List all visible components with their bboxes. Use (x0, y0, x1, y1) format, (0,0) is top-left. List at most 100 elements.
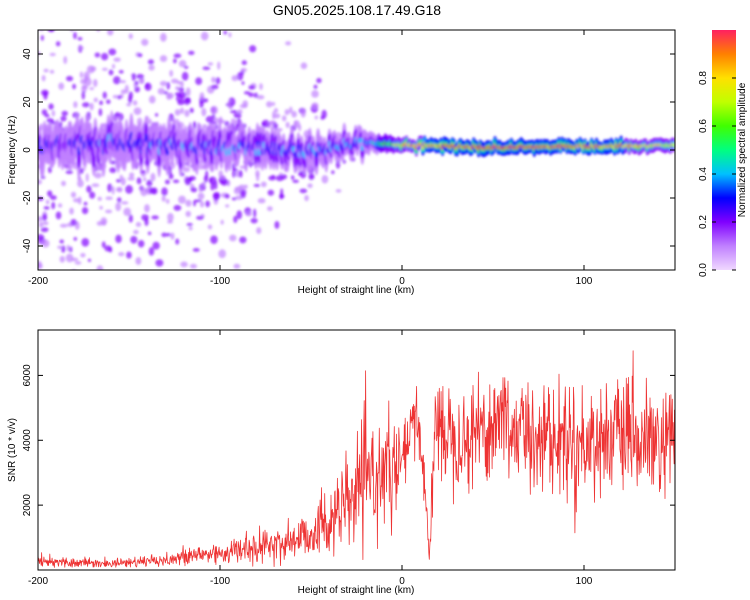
spectrogram-noise-cell (82, 85, 89, 90)
spectrogram-noise-cell (218, 170, 224, 178)
spectrogram-noise-cell (185, 87, 191, 97)
spectrogram-noise-cell (40, 89, 49, 96)
spectrogram-noise-cell (180, 80, 184, 88)
spectrogram-noise-cell (94, 172, 102, 179)
spectrogram-noise-cell (253, 92, 259, 98)
spectrogram-noise-cell (123, 207, 132, 217)
spectrogram-noise-cell (38, 216, 43, 222)
spectrogram-noise-cell (115, 292, 123, 296)
spectrogram-noise-cell (313, 84, 318, 90)
spectrogram-noise-cell (63, 56, 68, 65)
spectrogram-noise-cell (37, 11, 44, 17)
spectrogram-noise-cell (241, 60, 247, 66)
spectrogram-noise-cell (126, 251, 132, 259)
spectrogram-noise-cell (61, 110, 68, 117)
spectrogram-noise-cell (178, 59, 187, 68)
snr-background (38, 330, 675, 570)
spectrogram-noise-cell (40, 175, 46, 179)
spectrogram-noise-cell (240, 189, 246, 199)
snr-frame (37, 329, 676, 571)
spectrogram-noise-cell (184, 109, 190, 118)
spectrogram-noise-cell (210, 182, 215, 191)
spectrogram-noise-cell (70, 0, 75, 4)
spectrogram-noise-cell (133, 107, 142, 115)
spectrogram-noise-cell (109, 160, 117, 165)
spectrogram-noise-cell (297, 171, 302, 176)
spectrogram-noise-cell (101, 67, 108, 71)
spectrogram-noise-cell (99, 320, 103, 329)
spectrogram-noise-cell (52, 6, 57, 13)
spectrogram-noise-cell (108, 48, 117, 56)
spectrogram-noise-cell (148, 247, 155, 256)
colorbar-label: Normalized spectral amplitude (737, 82, 748, 217)
spectrogram-noise-cell (185, 210, 192, 218)
spectrogram-noise-cell (142, 177, 147, 182)
spectrogram-noise-cell (85, 173, 89, 182)
spectrogram-noise-cell (79, 71, 84, 79)
spectrogram-noise-cell (101, 241, 106, 249)
spectrogram-noise-cell (219, 119, 226, 124)
spectrogram-noise-cell (49, 69, 55, 74)
spectrogram-noise-cell (155, 259, 164, 267)
spectrogram-noise-cell (89, 87, 94, 91)
spectrogram-noise-cell (253, 208, 257, 218)
spectrogram-x-tick-label: -200 (28, 276, 48, 287)
spectrogram-noise-cell (285, 121, 290, 129)
spectrogram-noise-cell (335, 189, 342, 193)
spectrogram-noise-cell (173, 53, 182, 58)
spectrogram-noise-cell (195, 77, 203, 85)
spectrogram-noise-cell (233, 215, 238, 224)
spectrogram-noise-cell (194, 199, 202, 203)
spectrogram-noise-cell (115, 234, 122, 244)
spectrogram-noise-cell (133, 229, 139, 235)
spectrogram-noise-cell (180, 261, 188, 268)
snr-y-tick-label: 2000 (22, 494, 33, 517)
spectrogram-noise-cell (41, 239, 50, 248)
spectrogram-noise-cell (120, 177, 126, 186)
spectrogram-noise-cell (273, 113, 281, 119)
spectrogram-noise-cell (115, 178, 122, 183)
spectrogram-noise-cell (80, 78, 87, 85)
spectrogram-noise-cell (249, 45, 257, 53)
spectrogram-noise-cell (284, 109, 290, 116)
spectrogram-noise-cell (320, 115, 325, 120)
spectrogram-noise-cell (66, 244, 70, 252)
spectrogram-noise-cell (40, 35, 44, 41)
spectrogram-noise-cell (132, 100, 138, 106)
spectrogram-noise-cell (240, 67, 247, 73)
colorbar-tick-label: 0.6 (698, 119, 709, 133)
spectrogram-noise-cell (99, 100, 104, 106)
spectrogram-noise-cell (275, 175, 284, 182)
spectrogram-noise-cell (225, 204, 230, 208)
spectrogram-noise-cell (266, 101, 273, 108)
spectrogram-noise-cell (136, 73, 144, 79)
spectrogram-noise-cell (289, 106, 293, 114)
spectrogram-noise-cell (87, 258, 92, 262)
spectrogram-noise-cell (72, 83, 77, 90)
spectrogram-noise-cell (57, 203, 63, 208)
spectrogram-noise-cell (200, 31, 209, 41)
spectrogram-noise-cell (65, 75, 74, 82)
spectrogram-noise-cell (59, 255, 66, 263)
spectrogram-noise-cell (165, 233, 172, 237)
spectrogram-noise-cell (175, 238, 180, 245)
spectrogram-noise-cell (196, 215, 204, 220)
spectrogram-noise-cell (115, 112, 120, 118)
spectrogram-noise-cell (245, 211, 252, 217)
spectrogram-noise-cell (73, 269, 75, 270)
spectrogram-noise-cell (113, 57, 121, 62)
spectrogram-noise-cell (202, 66, 211, 71)
colorbar-tick-label: 0.2 (698, 215, 709, 229)
colorbar: 0.0 0.2 0.4 0.6 0.8 Normalized spectral ampl… (698, 30, 748, 277)
spectrogram-y-tick-label: -20 (22, 190, 33, 205)
spectrogram-noise-cell (38, 234, 45, 241)
spectrogram-noise-cell (197, 192, 205, 200)
spectrogram-y-tick-label: 0 (22, 147, 33, 153)
spectrogram-x-axis-label: Height of straight line (km) (298, 285, 415, 296)
spectrogram-noise-cell (135, 257, 142, 265)
spectrogram-noise-cell (120, 89, 127, 95)
spectrogram-noise-cell (109, 167, 117, 174)
spectrogram-noise-cell (65, 170, 74, 175)
colorbar-strip (712, 30, 736, 270)
spectrogram-noise-cell (129, 172, 135, 178)
